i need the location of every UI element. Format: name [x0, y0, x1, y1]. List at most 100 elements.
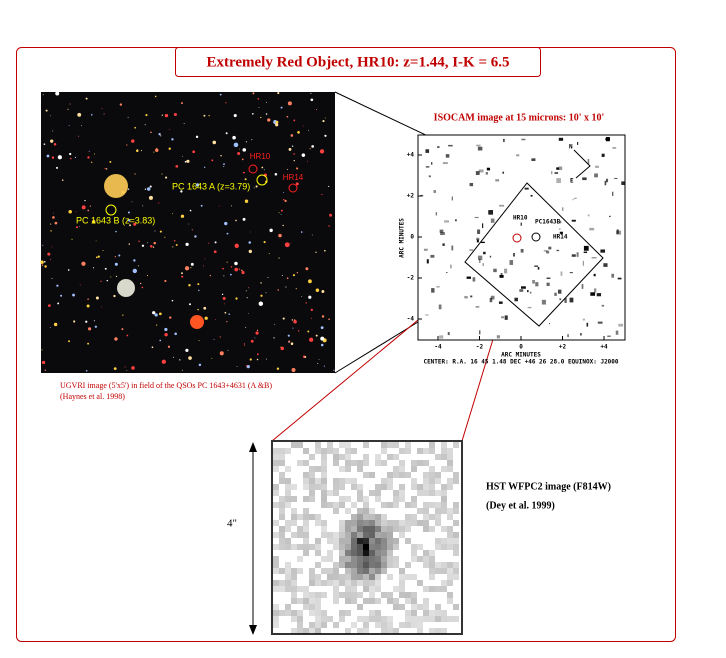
source — [582, 318, 585, 321]
pixel — [387, 556, 393, 562]
pixel — [291, 616, 297, 622]
pixel — [315, 616, 321, 622]
star — [183, 123, 185, 124]
pixel — [339, 580, 345, 586]
star — [288, 340, 291, 343]
pixel — [405, 562, 411, 568]
pixel — [441, 526, 447, 532]
pixel — [453, 550, 459, 556]
pixel — [417, 484, 423, 490]
pixel — [441, 508, 447, 514]
star — [114, 262, 118, 266]
pixel — [381, 562, 387, 568]
pixel — [393, 544, 399, 550]
pixel — [423, 526, 429, 532]
pixel — [423, 550, 429, 556]
pixel — [441, 502, 447, 508]
star — [293, 119, 296, 122]
pixel — [291, 592, 297, 598]
star — [104, 267, 107, 270]
pixel — [309, 604, 315, 610]
pixel — [411, 502, 417, 508]
star — [101, 108, 103, 109]
source — [564, 297, 567, 303]
source — [535, 282, 539, 287]
pixel — [297, 442, 303, 448]
pixel — [405, 514, 411, 520]
pixel — [375, 538, 381, 544]
pixel — [417, 604, 423, 610]
pixel — [327, 538, 333, 544]
pixel — [291, 568, 297, 574]
pixel — [369, 526, 375, 532]
pixel — [423, 610, 429, 616]
star — [320, 336, 325, 341]
pixel — [297, 616, 303, 622]
pixel — [417, 490, 423, 496]
pixel — [339, 544, 345, 550]
pixel — [303, 598, 309, 604]
source — [495, 179, 500, 182]
source — [466, 276, 472, 279]
star — [102, 249, 104, 251]
pixel — [423, 598, 429, 604]
source — [554, 172, 559, 174]
pixel — [291, 532, 297, 538]
source — [581, 283, 584, 289]
pixel — [273, 616, 279, 622]
star — [154, 313, 158, 317]
source — [605, 137, 610, 142]
pixel — [447, 466, 453, 472]
star — [174, 332, 177, 336]
marker — [531, 232, 541, 242]
pixel — [303, 514, 309, 520]
pixel — [345, 544, 351, 550]
pixel — [333, 544, 339, 550]
star — [245, 141, 247, 143]
source — [569, 297, 574, 303]
pixel — [381, 592, 387, 598]
label: PC 1643 A (z=3.79) — [172, 181, 250, 191]
pixel — [279, 496, 285, 502]
star — [324, 117, 326, 119]
star — [282, 317, 285, 320]
star — [224, 221, 228, 226]
star — [164, 236, 166, 238]
pixel — [423, 490, 429, 496]
source — [442, 162, 448, 164]
pixel — [345, 592, 351, 598]
source — [604, 180, 607, 186]
star — [243, 344, 246, 346]
star — [173, 240, 176, 242]
pixel — [297, 532, 303, 538]
pixel — [393, 472, 399, 478]
source — [479, 330, 481, 335]
pixel — [303, 550, 309, 556]
pixel — [279, 544, 285, 550]
star — [146, 275, 149, 277]
star — [233, 113, 237, 118]
pixel — [399, 574, 405, 580]
pixel — [369, 544, 375, 550]
star — [250, 339, 254, 343]
star — [208, 242, 210, 244]
pixel — [411, 544, 417, 550]
pixel — [279, 580, 285, 586]
pixel — [285, 496, 291, 502]
pixel — [411, 466, 417, 472]
pixel — [345, 628, 351, 634]
source — [426, 259, 429, 264]
source — [442, 243, 445, 247]
pixel — [303, 496, 309, 502]
star — [57, 155, 62, 160]
star — [51, 156, 55, 159]
pixel — [333, 568, 339, 574]
star — [293, 159, 295, 162]
source — [440, 232, 445, 235]
pixel — [393, 454, 399, 460]
star — [194, 236, 196, 238]
star — [265, 358, 267, 360]
star — [242, 217, 246, 221]
source — [558, 137, 564, 141]
pixel — [333, 454, 339, 460]
